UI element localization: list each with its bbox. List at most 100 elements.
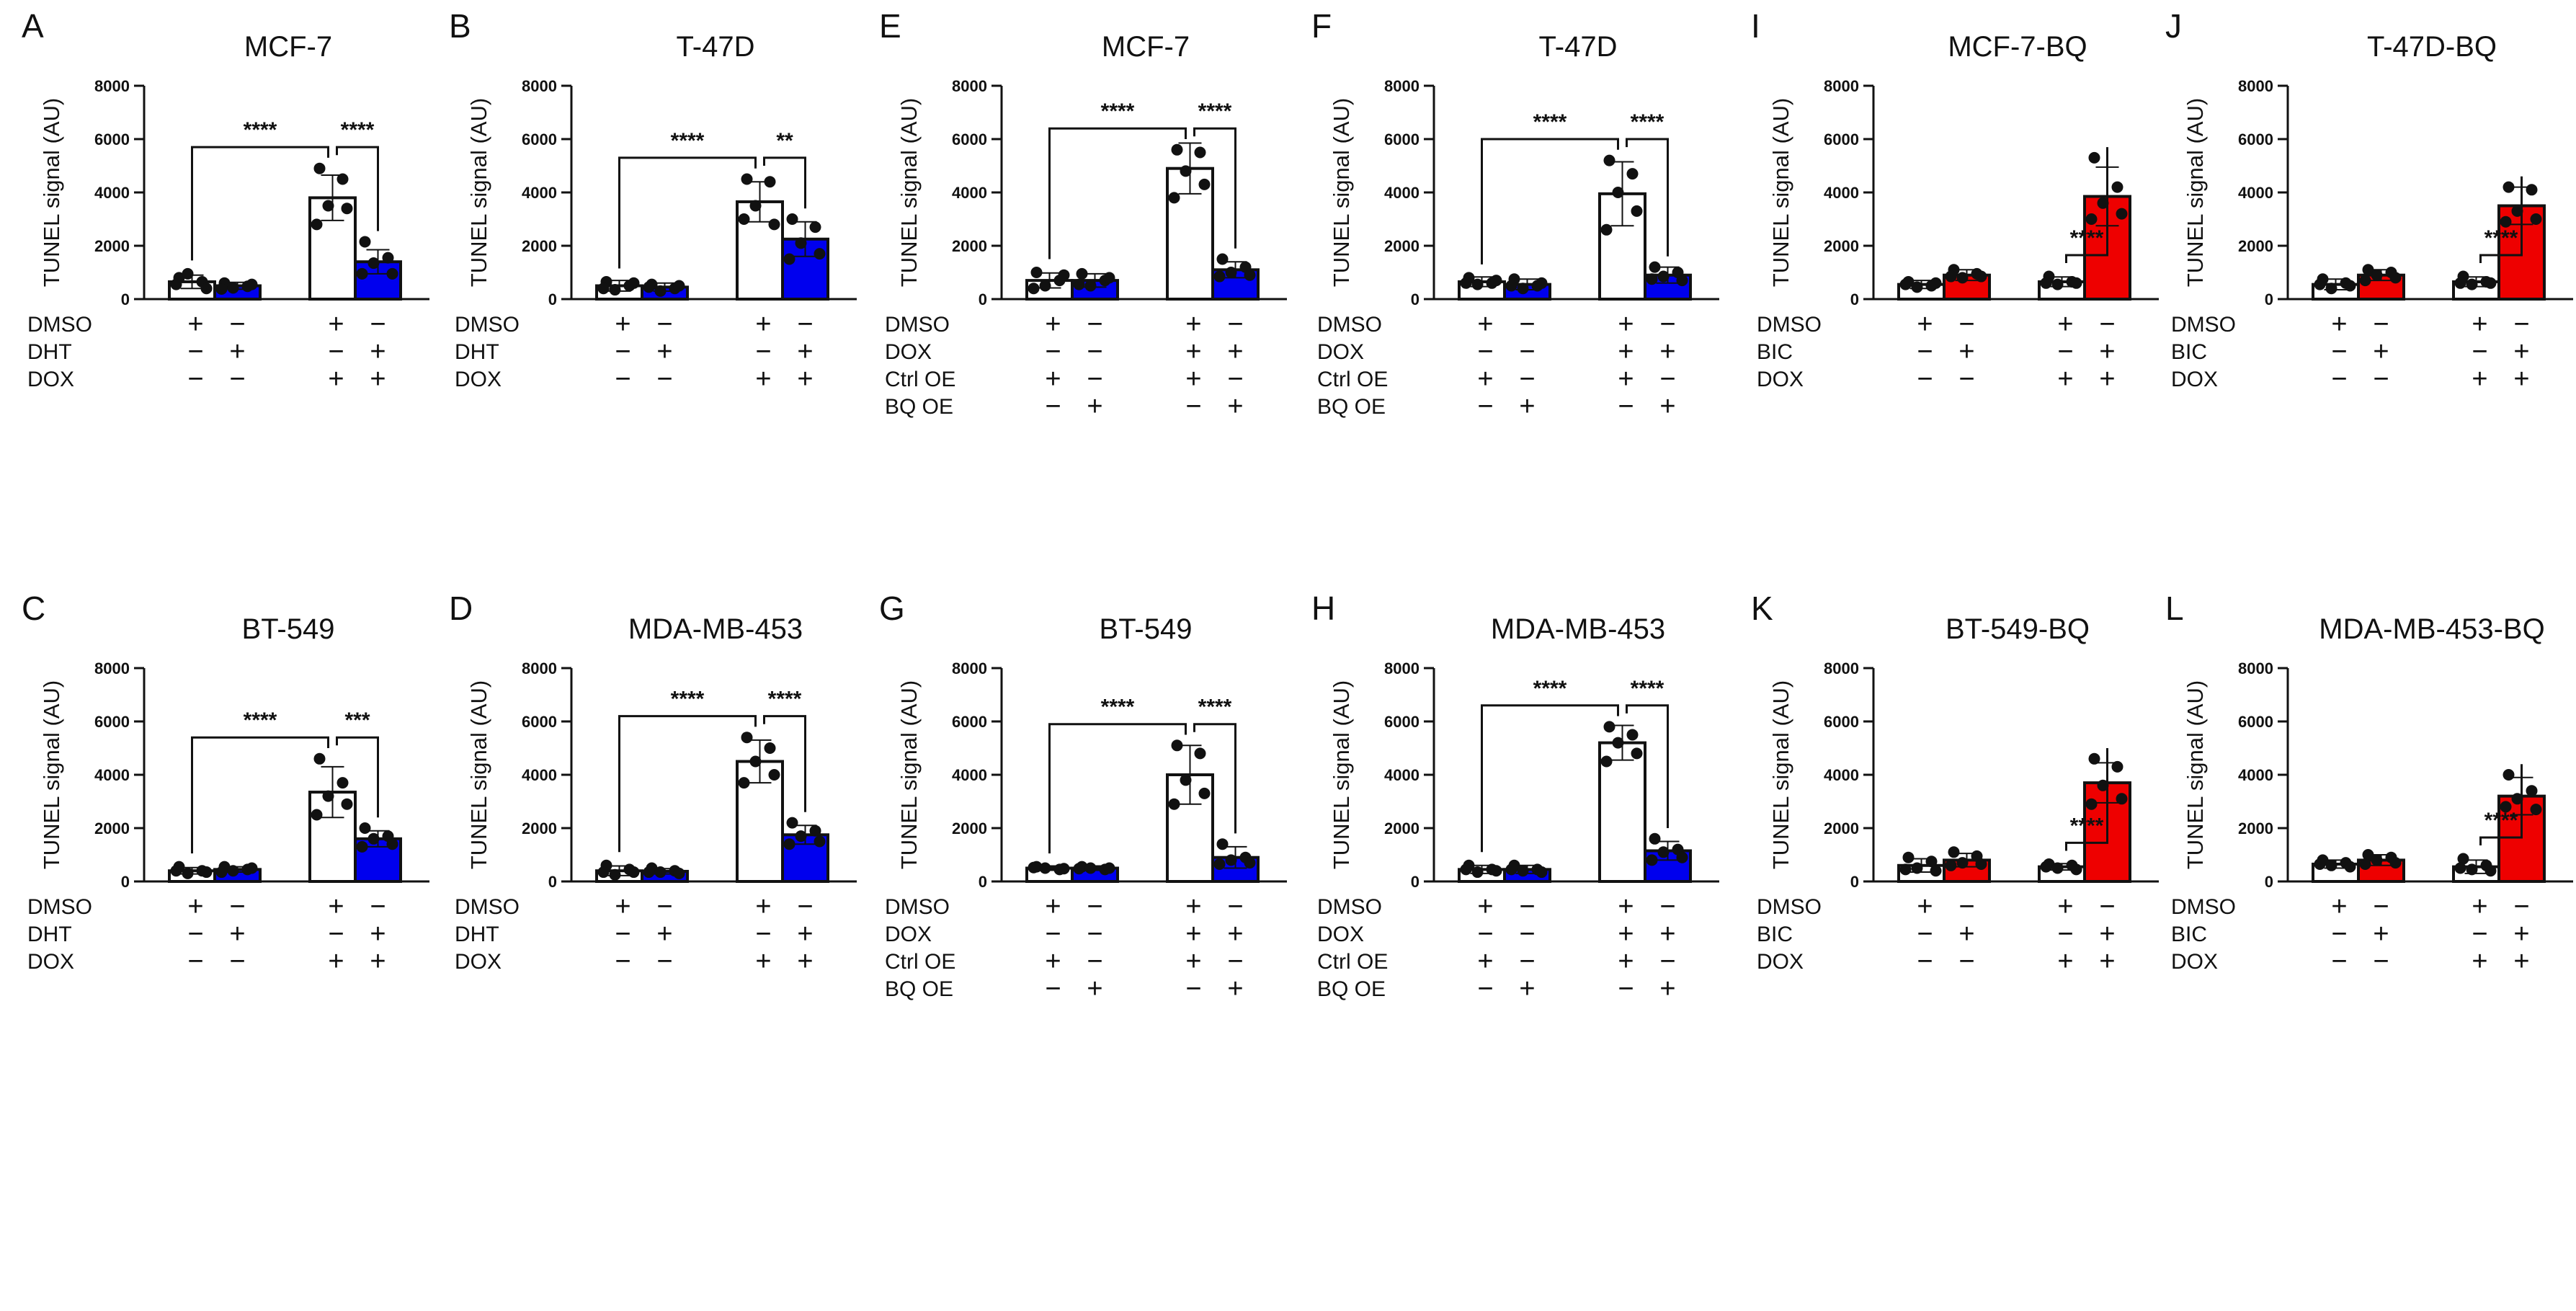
minus-sign: − — [1917, 919, 1933, 949]
condition-label: DOX — [885, 923, 932, 946]
plus-sign: + — [1087, 391, 1102, 422]
data-point — [182, 867, 194, 879]
data-point — [1084, 862, 1097, 874]
significance-bracket — [336, 146, 379, 231]
plus-sign: + — [2099, 337, 2115, 367]
condition-label: DOX — [27, 950, 74, 974]
data-point — [1471, 278, 1484, 290]
data-point — [2051, 862, 2064, 874]
data-point — [628, 866, 640, 879]
data-point — [1213, 858, 1226, 870]
y-tick-label: 8000 — [522, 77, 557, 95]
minus-sign: − — [1519, 337, 1535, 367]
condition-label: DMSO — [1757, 313, 1822, 337]
significance-bracket — [618, 715, 757, 853]
minus-sign: − — [1185, 391, 1201, 422]
significance-label: **** — [671, 129, 705, 153]
panel-letter: A — [22, 7, 44, 45]
plus-sign: + — [328, 892, 344, 922]
data-point — [1213, 270, 1226, 283]
panel-title: T-47D-BQ — [2367, 31, 2497, 63]
data-point — [1899, 863, 1912, 876]
condition-label: DHT — [27, 340, 72, 364]
condition-label: DOX — [1757, 950, 1804, 974]
data-point — [1536, 277, 1548, 289]
condition-label: Ctrl OE — [1317, 950, 1388, 974]
data-point — [2500, 801, 2512, 813]
data-point — [1911, 862, 1923, 874]
data-point — [1168, 192, 1180, 204]
data-point — [2344, 280, 2356, 292]
y-tick-label: 2000 — [522, 237, 557, 255]
data-point — [359, 822, 371, 834]
significance-label: **** — [671, 688, 705, 711]
panel-title: BT-549 — [1100, 613, 1193, 645]
panel-letter: B — [449, 7, 471, 45]
y-tick-label: 6000 — [2238, 713, 2273, 731]
data-point — [311, 809, 323, 821]
plus-sign: + — [2057, 309, 2073, 339]
plus-sign: + — [1477, 309, 1493, 339]
minus-sign: − — [229, 309, 245, 339]
significance-label: **** — [244, 708, 277, 732]
y-tick-label: 0 — [2265, 873, 2273, 891]
y-tick-label: 6000 — [522, 713, 557, 731]
data-point — [2500, 215, 2512, 228]
data-point — [1975, 858, 1987, 870]
minus-sign: − — [797, 892, 813, 922]
plus-sign: + — [1618, 337, 1634, 367]
panel-c: C BT-549 TUNEL signal (AU) 0 2000 4000 6000 800… — [0, 582, 429, 1235]
data-point — [2371, 269, 2383, 281]
data-point — [311, 218, 323, 231]
minus-sign: − — [2373, 309, 2389, 339]
condition-label: BIC — [1757, 923, 1793, 946]
y-tick-label: 2000 — [94, 819, 130, 837]
minus-sign: − — [1087, 892, 1102, 922]
y-tick-label: 4000 — [952, 184, 987, 202]
data-point — [2325, 283, 2337, 295]
panel-letter: G — [879, 590, 905, 627]
condition-label: DOX — [885, 340, 932, 364]
significance-label: **** — [1101, 696, 1135, 719]
minus-sign: − — [1227, 364, 1243, 394]
data-point — [673, 280, 685, 292]
panel-title: MDA-MB-453 — [628, 613, 803, 645]
data-point — [2097, 197, 2109, 209]
data-point — [2040, 861, 2052, 873]
plus-sign: + — [1618, 892, 1634, 922]
significance-label: **** — [1533, 110, 1567, 134]
data-point — [795, 237, 807, 249]
plus-sign: + — [1659, 391, 1675, 422]
minus-sign: − — [2331, 364, 2347, 394]
data-point — [643, 281, 655, 293]
minus-sign: − — [1618, 974, 1634, 1004]
minus-sign: − — [2057, 919, 2073, 949]
y-tick-label: 0 — [979, 873, 987, 891]
minus-sign: − — [755, 337, 771, 367]
plus-sign: + — [1958, 919, 1974, 949]
minus-sign: − — [755, 919, 771, 949]
y-axis-label: TUNEL signal (AU) — [2183, 98, 2208, 287]
minus-sign: − — [2057, 337, 2073, 367]
y-tick-label: 6000 — [952, 713, 987, 731]
data-point — [1168, 798, 1180, 810]
panel-l: L MDA-MB-453-BQ TUNEL signal (AU) 0 2000 4000… — [2144, 582, 2573, 1235]
data-point — [809, 221, 821, 234]
condition-label: BIC — [2171, 923, 2207, 946]
condition-label: DOX — [1757, 368, 1804, 391]
plus-sign: + — [1618, 946, 1634, 977]
data-point — [768, 218, 780, 231]
condition-label: DOX — [455, 368, 502, 391]
significance-label: *** — [344, 708, 370, 732]
data-point — [313, 752, 326, 765]
panel-chart: L MDA-MB-453-BQ TUNEL signal (AU) 0 2000 4000… — [2165, 590, 2573, 977]
y-tick-label: 8000 — [1384, 77, 1420, 95]
data-point — [654, 285, 667, 297]
plus-sign: + — [2472, 364, 2487, 394]
minus-sign: − — [1659, 309, 1675, 339]
minus-sign: − — [1519, 364, 1535, 394]
y-tick-label: 8000 — [1384, 659, 1420, 677]
panel-title: MDA-MB-453-BQ — [2319, 613, 2544, 645]
plus-sign: + — [2513, 337, 2529, 367]
panel-chart: C BT-549 TUNEL signal (AU) 0 2000 4000 6000 800… — [22, 590, 429, 977]
